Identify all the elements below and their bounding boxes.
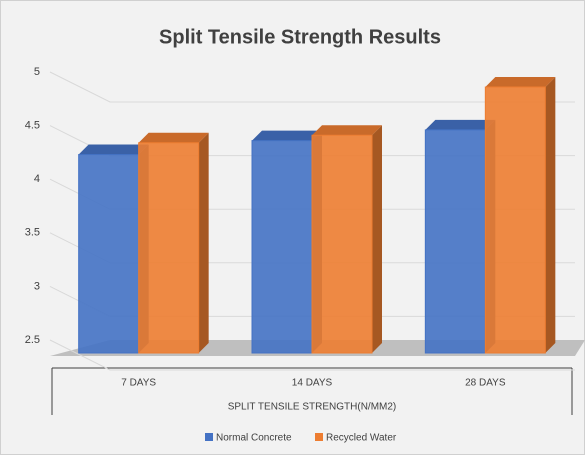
chart-title: Split Tensile Strength Results bbox=[159, 26, 441, 48]
bar-top bbox=[78, 144, 149, 155]
x-tick-label: 14 DAYS bbox=[292, 378, 333, 389]
x-tick-label: 7 DAYS bbox=[121, 378, 156, 389]
bar bbox=[251, 140, 313, 354]
bar bbox=[424, 129, 486, 354]
x-tick-label: 28 DAYS bbox=[465, 378, 506, 389]
bar-top bbox=[485, 77, 556, 88]
bar-top bbox=[138, 132, 209, 143]
legend-swatch bbox=[205, 433, 213, 441]
y-tick-label: 3 bbox=[34, 280, 40, 292]
bar-side bbox=[545, 77, 556, 354]
bar-side bbox=[198, 132, 209, 353]
y-tick-label: 3.5 bbox=[25, 227, 40, 239]
y-tick-label: 5 bbox=[34, 66, 40, 78]
grid-line bbox=[49, 339, 575, 371]
bar-top bbox=[252, 130, 322, 141]
bar bbox=[484, 86, 546, 354]
y-tick-label: 2.5 bbox=[25, 334, 40, 346]
y-tick-label: 4 bbox=[34, 173, 40, 185]
bar bbox=[78, 154, 140, 354]
bar bbox=[138, 142, 200, 354]
grid-line bbox=[49, 71, 575, 103]
bar-top bbox=[312, 125, 382, 136]
legend-label: Recycled Water bbox=[326, 433, 397, 444]
bar-side bbox=[372, 125, 382, 353]
bar bbox=[311, 134, 373, 354]
legend-label: Normal Concrete bbox=[216, 433, 292, 444]
y-tick-label: 4.5 bbox=[25, 120, 40, 132]
legend-swatch bbox=[315, 433, 323, 441]
x-axis-title: SPLIT TENSILE STRENGTH(N/MM2) bbox=[228, 402, 397, 413]
bar-top bbox=[425, 119, 496, 130]
